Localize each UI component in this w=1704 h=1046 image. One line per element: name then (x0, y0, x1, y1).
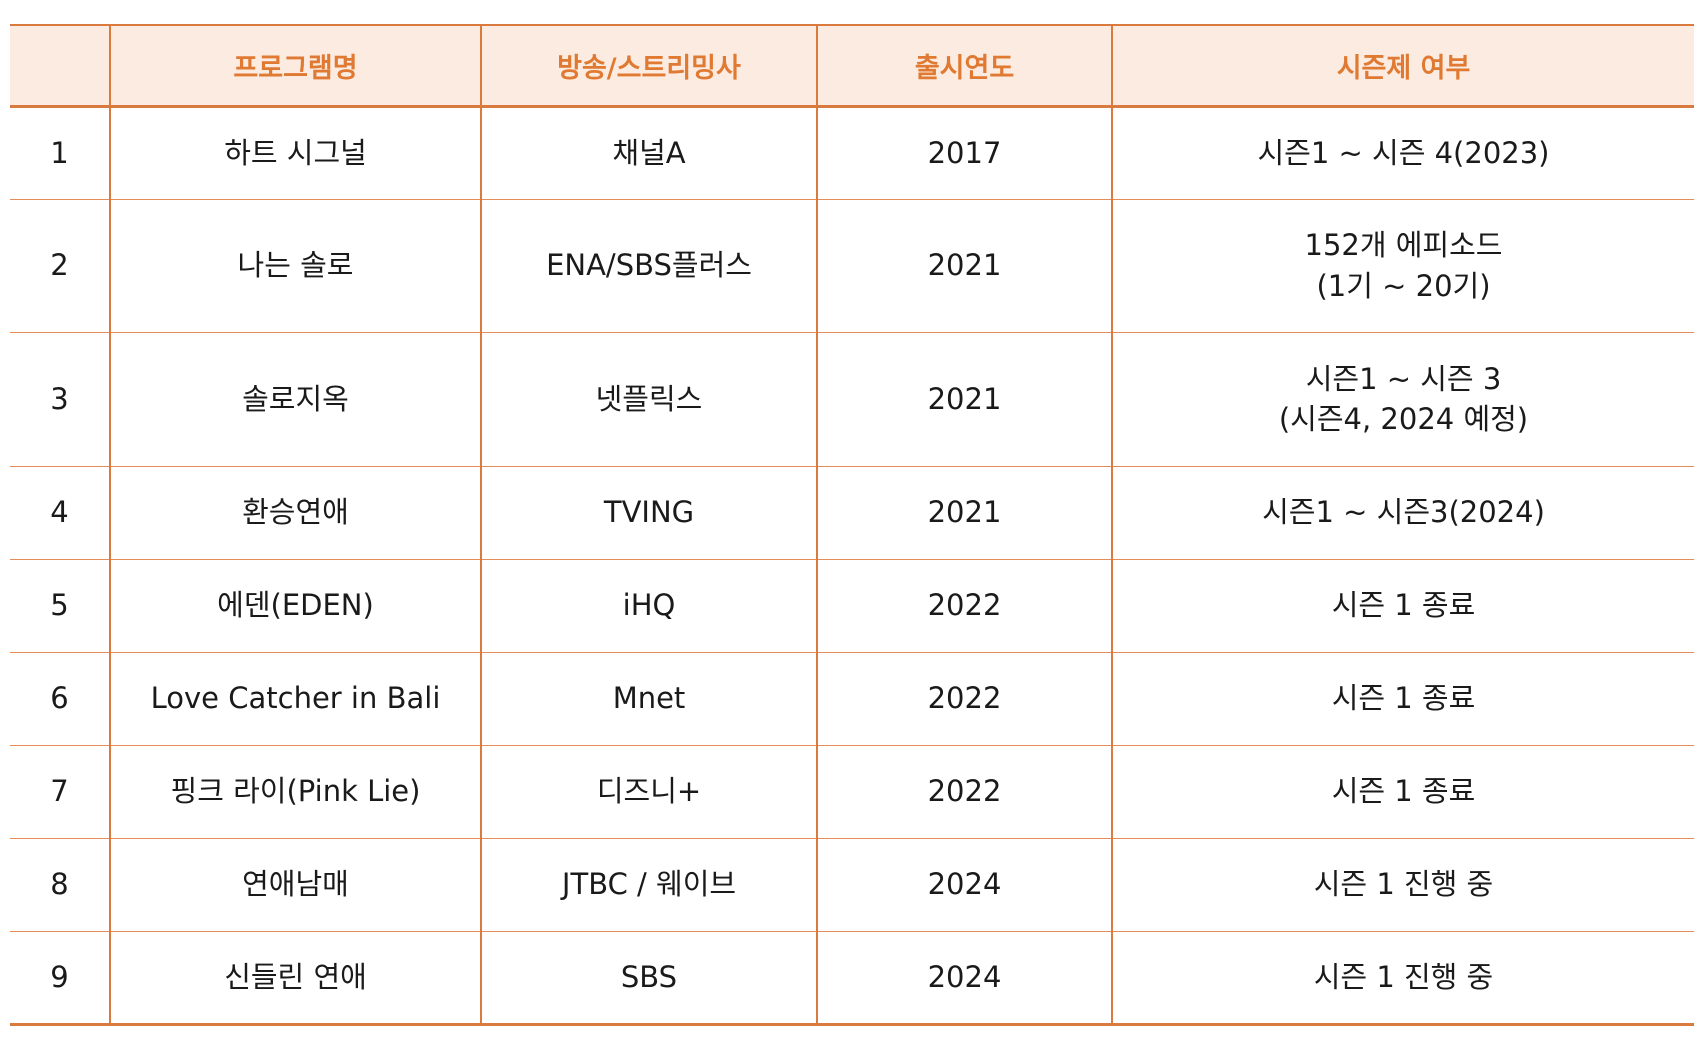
cell-program: Love Catcher in Bali (109, 652, 481, 746)
cell-network: 디즈니+ (480, 745, 817, 839)
cell-network: TVING (480, 466, 817, 560)
cell-program: 하트 시그널 (109, 106, 481, 200)
cell-season: 시즌 1 진행 중 (1111, 931, 1694, 1026)
cell-year: 2021 (816, 466, 1112, 560)
cell-season: 시즌 1 종료 (1111, 652, 1694, 746)
season-line: 시즌 1 종료 (1331, 588, 1476, 623)
cell-season: 152개 에피소드 (1기 ~ 20기) (1111, 199, 1694, 333)
cell-program: 신들린 연애 (109, 931, 481, 1026)
cell-network: JTBC / 웨이브 (480, 838, 817, 932)
dating-show-table-container: 프로그램명 방송/스트리밍사 출시연도 시즌제 여부 1 하트 시그널 채널A … (10, 24, 1694, 1026)
table-row: 5 에덴(EDEN) iHQ 2022 시즌 1 종료 (10, 559, 1694, 653)
cell-program: 환승연애 (109, 466, 481, 560)
season-line: 시즌 1 진행 중 (1313, 959, 1494, 994)
cell-network: ENA/SBS플러스 (480, 199, 817, 333)
cell-number: 1 (10, 106, 110, 200)
header-program-name: 프로그램명 (109, 24, 481, 108)
season-line: 시즌1 ~ 시즌3(2024) (1262, 495, 1545, 530)
season-line: 152개 에피소드 (1304, 228, 1503, 263)
cell-number: 7 (10, 745, 110, 839)
cell-year: 2022 (816, 652, 1112, 746)
cell-program: 나는 솔로 (109, 199, 481, 333)
header-row: 프로그램명 방송/스트리밍사 출시연도 시즌제 여부 (10, 24, 1694, 108)
cell-number: 8 (10, 838, 110, 932)
cell-season: 시즌 1 종료 (1111, 745, 1694, 839)
cell-network: SBS (480, 931, 817, 1026)
header-number (10, 24, 110, 108)
header-release-year: 출시연도 (816, 24, 1112, 108)
header-season-status: 시즌제 여부 (1111, 24, 1694, 108)
table-body: 1 하트 시그널 채널A 2017 시즌1 ~ 시즌 4(2023) 2 나는 … (10, 106, 1694, 1026)
table-row: 4 환승연애 TVING 2021 시즌1 ~ 시즌3(2024) (10, 466, 1694, 560)
cell-program: 솔로지옥 (109, 332, 481, 467)
header-network: 방송/스트리밍사 (480, 24, 817, 108)
cell-season: 시즌1 ~ 시즌 3 (시즌4, 2024 예정) (1111, 332, 1694, 467)
cell-year: 2024 (816, 838, 1112, 932)
cell-year: 2022 (816, 745, 1112, 839)
season-line: (1기 ~ 20기) (1316, 268, 1491, 303)
cell-number: 9 (10, 931, 110, 1026)
table-header: 프로그램명 방송/스트리밍사 출시연도 시즌제 여부 (10, 24, 1694, 108)
cell-number: 2 (10, 199, 110, 333)
cell-season: 시즌 1 종료 (1111, 559, 1694, 653)
cell-number: 5 (10, 559, 110, 653)
cell-number: 6 (10, 652, 110, 746)
table-row: 8 연애남매 JTBC / 웨이브 2024 시즌 1 진행 중 (10, 838, 1694, 932)
table-row: 7 핑크 라이(Pink Lie) 디즈니+ 2022 시즌 1 종료 (10, 745, 1694, 839)
table-row: 6 Love Catcher in Bali Mnet 2022 시즌 1 종료 (10, 652, 1694, 746)
cell-number: 3 (10, 332, 110, 467)
season-line: (시즌4, 2024 예정) (1278, 402, 1529, 436)
dating-show-table: 프로그램명 방송/스트리밍사 출시연도 시즌제 여부 1 하트 시그널 채널A … (10, 24, 1694, 1026)
cell-network: iHQ (480, 559, 817, 653)
cell-program: 연애남매 (109, 838, 481, 932)
cell-year: 2021 (816, 332, 1112, 467)
table-row: 3 솔로지옥 넷플릭스 2021 시즌1 ~ 시즌 3 (시즌4, 2024 예… (10, 332, 1694, 467)
table-row: 2 나는 솔로 ENA/SBS플러스 2021 152개 에피소드 (1기 ~ … (10, 199, 1694, 333)
cell-network: Mnet (480, 652, 817, 746)
season-line: 시즌 1 종료 (1331, 774, 1476, 809)
table-row: 9 신들린 연애 SBS 2024 시즌 1 진행 중 (10, 931, 1694, 1026)
cell-program: 핑크 라이(Pink Lie) (109, 745, 481, 839)
cell-year: 2017 (816, 106, 1112, 200)
season-line: 시즌 1 종료 (1331, 681, 1476, 716)
cell-season: 시즌1 ~ 시즌 4(2023) (1111, 106, 1694, 200)
cell-year: 2024 (816, 931, 1112, 1026)
cell-network: 채널A (480, 106, 817, 200)
cell-year: 2022 (816, 559, 1112, 653)
cell-network: 넷플릭스 (480, 332, 817, 467)
table-row: 1 하트 시그널 채널A 2017 시즌1 ~ 시즌 4(2023) (10, 106, 1694, 200)
cell-season: 시즌1 ~ 시즌3(2024) (1111, 466, 1694, 560)
cell-number: 4 (10, 466, 110, 560)
season-line: 시즌1 ~ 시즌 3 (1305, 361, 1502, 396)
season-line: 시즌 1 진행 중 (1313, 867, 1494, 902)
cell-program: 에덴(EDEN) (109, 559, 481, 653)
cell-season: 시즌 1 진행 중 (1111, 838, 1694, 932)
season-line: 시즌1 ~ 시즌 4(2023) (1257, 135, 1550, 170)
cell-year: 2021 (816, 199, 1112, 333)
